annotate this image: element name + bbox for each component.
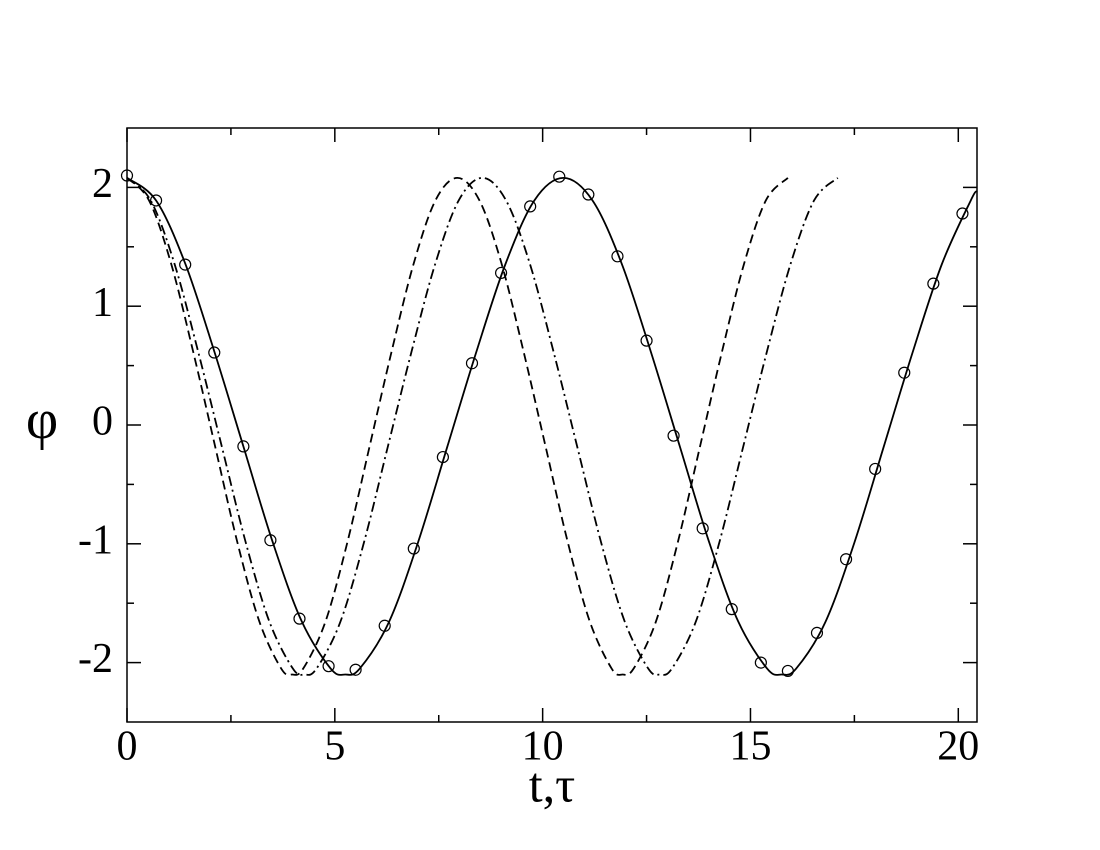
y-tick-label: 0 <box>92 399 113 445</box>
x-tick-label: 5 <box>324 724 345 770</box>
x-tick-label: 0 <box>117 724 138 770</box>
y-tick-label: 2 <box>92 161 113 207</box>
marker <box>582 188 595 201</box>
y-tick-label: -2 <box>78 636 113 682</box>
marker <box>349 663 362 676</box>
marker <box>754 656 767 669</box>
marker <box>293 612 306 625</box>
marker <box>667 429 680 442</box>
marker <box>322 660 335 673</box>
marker <box>640 334 653 347</box>
marker <box>264 534 277 547</box>
marker <box>436 450 449 464</box>
line <box>126 176 789 676</box>
marker <box>611 250 624 263</box>
y-tick-label: 1 <box>92 280 113 326</box>
marker <box>956 207 969 220</box>
marker <box>237 440 250 453</box>
marker <box>553 170 566 183</box>
line <box>126 176 839 676</box>
marker <box>524 200 537 213</box>
marker <box>869 462 882 476</box>
marker <box>465 357 479 370</box>
marker <box>810 626 824 640</box>
marker <box>179 258 192 271</box>
line <box>126 176 978 676</box>
marker <box>407 542 420 555</box>
x-tick-label: 20 <box>937 724 979 770</box>
marker <box>696 522 709 535</box>
marker <box>927 277 940 290</box>
marker <box>839 553 853 566</box>
plot-frame <box>126 127 978 723</box>
y-tick-label: -1 <box>78 517 113 563</box>
x-tick-label: 10 <box>522 724 564 770</box>
x-axis-label: t,τ <box>529 756 575 812</box>
x-tick-label: 15 <box>729 724 771 770</box>
y-axis-label: φ <box>26 389 58 451</box>
marker <box>898 366 911 379</box>
marker <box>494 266 508 280</box>
marker <box>378 619 391 632</box>
marker <box>149 194 163 207</box>
marker <box>781 664 794 678</box>
marker <box>725 603 738 616</box>
marker <box>208 346 221 359</box>
marker <box>120 169 134 182</box>
